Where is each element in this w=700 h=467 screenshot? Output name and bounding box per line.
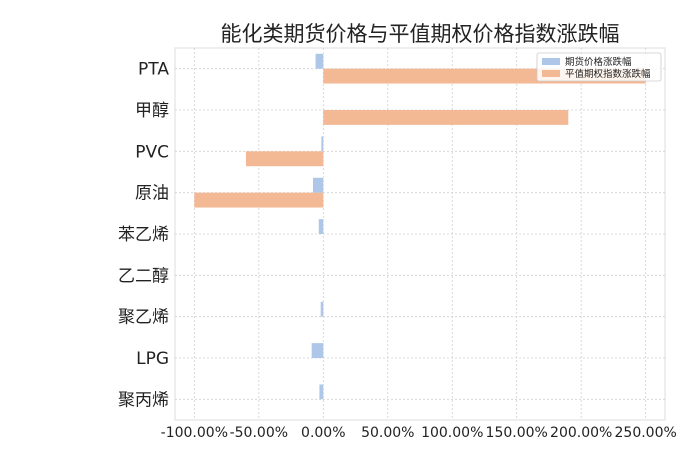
x-tick-label: -50.00% (230, 425, 288, 441)
y-tick-label: 乙二醇 (118, 266, 169, 286)
y-tick-label: PVC (135, 142, 169, 162)
bar-options (194, 192, 324, 208)
legend-box (536, 52, 662, 82)
legend-swatch (542, 70, 560, 77)
x-tick-label: 0.00% (301, 425, 345, 441)
bars (194, 53, 646, 400)
bar-futures (315, 53, 324, 69)
legend-swatch (542, 58, 560, 65)
x-tick-label: 150.00% (486, 425, 548, 441)
chart-title: 能化类期货价格与平值期权价格指数涨跌幅 (221, 22, 620, 46)
x-tick-labels: -100.00% -50.00% 0.00% 50.00% 100.00% 150.00%… (161, 425, 677, 441)
bar-futures (320, 301, 324, 317)
y-tick-label: 甲醇 (135, 101, 169, 121)
x-tick-label: 100.00% (421, 425, 483, 441)
y-tick-label: LPG (136, 349, 169, 369)
x-tick-label: 50.00% (361, 425, 414, 441)
bar-options (323, 110, 569, 125)
y-tick-label: 聚乙烯 (118, 308, 169, 328)
bar-options (245, 151, 324, 167)
bar-futures (318, 219, 324, 234)
y-tick-label: PTA (138, 60, 169, 80)
x-tick-label: -100.00% (161, 425, 228, 441)
bar-futures (312, 177, 324, 193)
bar-futures (319, 384, 324, 400)
y-tick-label: 聚丙烯 (118, 390, 169, 410)
legend-label: 平值期权指数涨跌幅 (565, 68, 651, 80)
y-tick-label: 原油 (135, 184, 169, 204)
grid-lines (175, 48, 665, 420)
y-tick-label: 苯乙烯 (118, 225, 169, 245)
x-tick-label: 200.00% (550, 425, 612, 441)
bar-futures (311, 343, 324, 358)
legend-label: 期货价格涨跌幅 (565, 56, 632, 68)
bar-futures (321, 136, 324, 152)
x-tick-label: 250.00% (615, 425, 677, 441)
